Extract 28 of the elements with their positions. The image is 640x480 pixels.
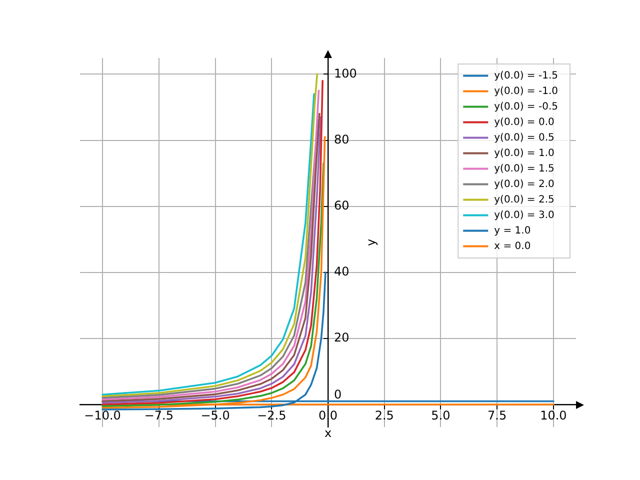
legend-label: y(0.0) = -1.5 <box>494 70 558 82</box>
legend-label: y(0.0) = 3.0 <box>494 210 554 221</box>
legend-label: y(0.0) = 2.5 <box>494 194 554 206</box>
legend-label: y(0.0) = -0.5 <box>494 101 558 112</box>
legend-label: y = 1.0 <box>494 225 531 236</box>
y-axis-title: y <box>364 238 378 246</box>
legend-label: y(0.0) = 2.0 <box>494 178 554 190</box>
x-tick-label: 10.0 <box>540 408 567 423</box>
x-tick-label: −7.5 <box>144 408 174 423</box>
x-axis-title: x <box>324 426 332 440</box>
legend-label: y(0.0) = 0.0 <box>494 116 554 128</box>
legend-label: y(0.0) = 1.5 <box>494 163 554 174</box>
x-tick-label: 7.5 <box>488 408 507 423</box>
x-tick-label: 5.0 <box>431 408 450 423</box>
legend-label: y(0.0) = 1.0 <box>494 148 554 159</box>
y-tick-label: 40 <box>334 264 350 279</box>
x-tick-label: −2.5 <box>257 408 286 423</box>
x-tick-label: −5.0 <box>200 408 230 423</box>
y-tick-label: 0 <box>334 388 342 402</box>
y-tick-label: 20 <box>334 330 350 345</box>
legend-label: y(0.0) = -1.0 <box>494 86 558 97</box>
legend-label: y(0.0) = 0.5 <box>494 132 554 144</box>
legend-label: x = 0.0 <box>494 240 531 252</box>
x-tick-label: −10.0 <box>84 408 121 423</box>
y-tick-label: 80 <box>334 132 350 146</box>
y-tick-label: 100 <box>334 66 357 80</box>
x-tick-label: 2.5 <box>374 408 394 423</box>
y-tick-label: 60 <box>334 198 350 212</box>
